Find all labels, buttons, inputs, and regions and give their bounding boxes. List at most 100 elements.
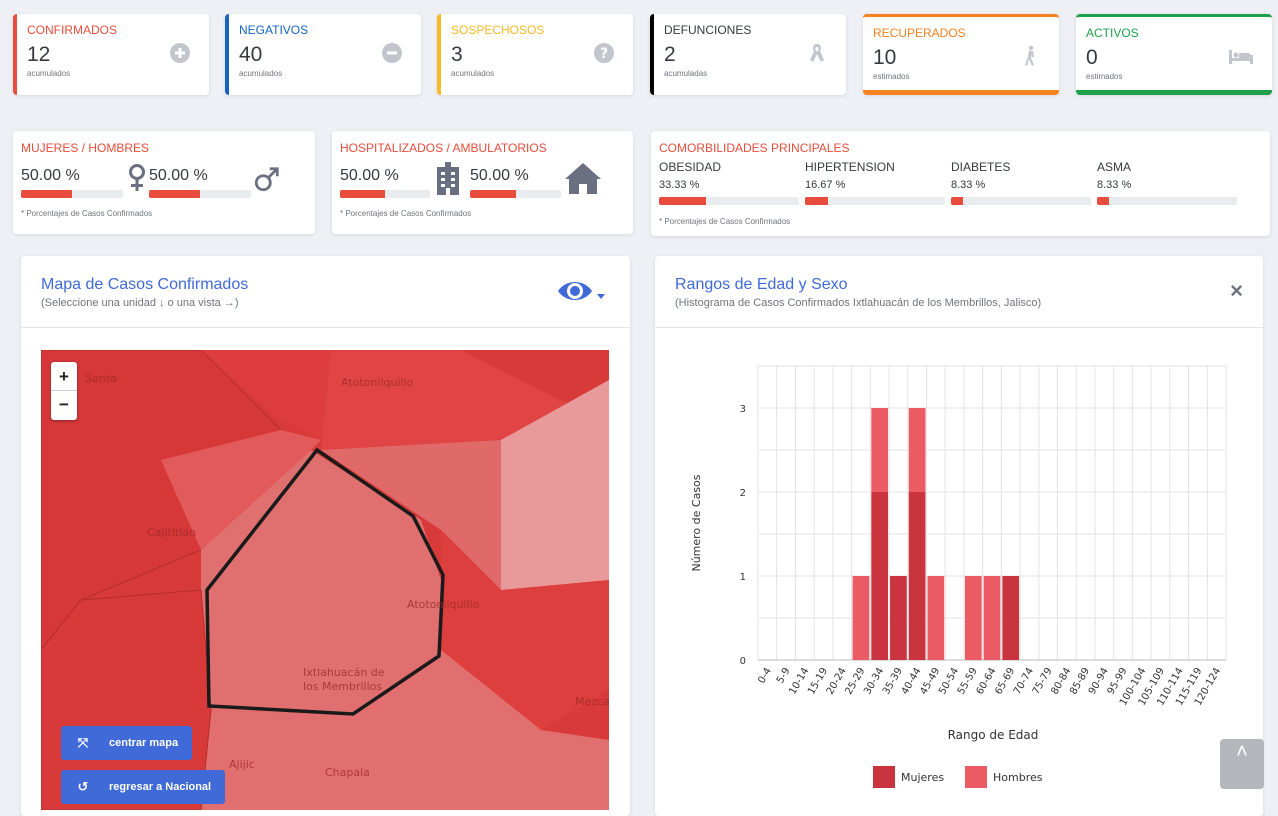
y-axis-label: Número de Casos: [690, 474, 703, 571]
plus-circle-icon: [170, 43, 190, 63]
stat-sub: acumulados: [27, 69, 71, 78]
bar-mujeres: [1002, 576, 1020, 660]
women-bar: [21, 190, 123, 198]
comorb-label-hipertension: HIPERTENSION: [805, 160, 895, 174]
place-label: Atotonilquillo: [341, 376, 414, 389]
comorb-bar-asma: [1097, 197, 1237, 205]
comorb-value-obesidad: 33.33 %: [659, 179, 700, 191]
bar-mujeres: [890, 576, 907, 660]
hosp-bar: [340, 190, 430, 198]
male-icon: [254, 167, 279, 192]
zoom-out-button[interactable]: −: [59, 395, 69, 414]
gender-title: MUJERES / HOMBRES: [21, 141, 150, 155]
gender-foot: * Porcentajes de Casos Confirmados: [21, 209, 153, 218]
house-icon: [565, 163, 601, 194]
center-map-label: centrar mapa: [109, 737, 179, 749]
amb-bar-fill: [470, 190, 516, 198]
bar-hombres: [852, 576, 870, 660]
undo-icon: ↺: [77, 779, 89, 794]
comorb-title: COMORBILIDADES PRINCIPALES: [659, 141, 850, 155]
map-title: Mapa de Casos Confirmados: [41, 276, 249, 293]
stat-value: 12: [27, 43, 51, 66]
minus-circle-icon: [382, 43, 402, 63]
legend-label-hombres: Hombres: [993, 771, 1043, 784]
close-button[interactable]: ×: [1230, 278, 1243, 303]
stat-label: SOSPECHOSOS: [451, 23, 545, 37]
stat-value: 2: [664, 43, 676, 66]
zoom-in-button[interactable]: +: [51, 362, 77, 391]
place-label: Ajijic: [229, 758, 255, 771]
gender-card: MUJERES / HOMBRES 50.00 % 50.00 % * Porc…: [13, 131, 315, 234]
stat-label: RECUPERADOS: [873, 26, 966, 40]
y-tick-label: 3: [740, 404, 746, 415]
map-view[interactable]: Santa Atotonilquillo Cajititlan Atotonil…: [41, 350, 609, 810]
question-circle-icon: ?: [594, 43, 614, 63]
y-tick-label: 2: [740, 488, 746, 499]
legend-label-mujeres: Mujeres: [901, 771, 944, 784]
comorb-label-asma: ASMA: [1097, 160, 1132, 174]
comorb-bar-fill: [1097, 197, 1109, 205]
histogram-subtitle: (Histograma de Casos Confirmados Ixtlahu…: [675, 297, 1042, 309]
bar-hombres: [983, 576, 1001, 660]
chevron-up-icon: ˄: [1236, 741, 1248, 763]
x-tick-label: 5-9: [775, 666, 793, 686]
bed-icon: [1229, 50, 1253, 64]
compress-icon: ⤧: [77, 735, 89, 750]
bar-hombres: [871, 408, 889, 492]
map-panel: Mapa de Casos Confirmados (Seleccione un…: [21, 256, 630, 816]
map-subtitle: (Seleccione una unidad ↓ o una vista →): [41, 297, 239, 309]
hospital-building-icon: [437, 162, 459, 195]
walking-person-icon: [1025, 45, 1034, 66]
comorb-bar-fill: [951, 197, 963, 205]
bar-hombres: [964, 576, 982, 660]
hosp-bar-fill: [340, 190, 385, 198]
place-label: Atotonilquillo: [407, 598, 480, 611]
stat-sub: acumulados: [451, 69, 495, 78]
men-bar: [149, 190, 251, 198]
legend-swatch-hombres: [965, 766, 987, 788]
comorb-card: COMORBILIDADES PRINCIPALES OBESIDAD 33.3…: [651, 131, 1270, 236]
scroll-top-button[interactable]: ˄: [1220, 739, 1264, 789]
men-bar-fill: [149, 190, 200, 198]
stat-value: 3: [451, 43, 463, 66]
place-label: los Membrillos: [303, 680, 382, 693]
bar-mujeres: [908, 492, 926, 660]
comorb-label-obesidad: OBESIDAD: [659, 160, 722, 174]
histogram-header: Rangos de Edad y Sexo (Histograma de Cas…: [655, 256, 1263, 328]
bar-mujeres: [871, 492, 889, 660]
place-label: Chapala: [325, 766, 370, 779]
comorb-value-diabetes: 8.33 %: [951, 179, 986, 191]
stat-sub: estimados: [1086, 72, 1123, 81]
stat-value: 10: [873, 46, 897, 69]
ribbon-icon: [810, 44, 824, 62]
place-label: Mezca: [575, 695, 609, 708]
place-label: Cajititlan: [147, 526, 196, 539]
stat-card-sospechosos: SOSPECHOSOS 3 acumulados ?: [437, 14, 633, 95]
view-selector-button[interactable]: [556, 276, 608, 308]
stat-label: CONFIRMADOS: [27, 23, 117, 37]
bar-hombres: [908, 408, 926, 492]
hosp-card: HOSPITALIZADOS / AMBULATORIOS 50.00 % 50…: [332, 131, 633, 234]
female-icon: [129, 164, 145, 191]
place-label: Santa: [85, 372, 117, 385]
comorb-bar-diabetes: [951, 197, 1091, 205]
center-map-button[interactable]: ⤧ centrar mapa: [61, 726, 193, 760]
place-label: Ixtlahuacán de: [303, 666, 385, 679]
back-national-button[interactable]: ↺ regresar a Nacional: [61, 770, 226, 804]
comorb-bar-obesidad: [659, 197, 799, 205]
map-regions: Santa Atotonilquillo Cajititlan Atotonil…: [41, 350, 609, 810]
stat-value: 0: [1086, 46, 1098, 69]
amb-bar: [470, 190, 561, 198]
comorb-value-hipertension: 16.67 %: [805, 179, 846, 191]
svg-text:?: ?: [600, 46, 608, 62]
women-pct: 50.00 %: [21, 167, 80, 184]
stat-label: DEFUNCIONES: [664, 23, 752, 37]
y-tick-label: 1: [740, 572, 746, 583]
comorb-bar-fill: [805, 197, 829, 205]
stat-label: NEGATIVOS: [239, 23, 309, 37]
legend-swatch-mujeres: [873, 766, 895, 788]
comorb-label-diabetes: DIABETES: [951, 160, 1011, 174]
comorb-value-asma: 8.33 %: [1097, 179, 1132, 191]
eye-icon: [558, 282, 605, 300]
